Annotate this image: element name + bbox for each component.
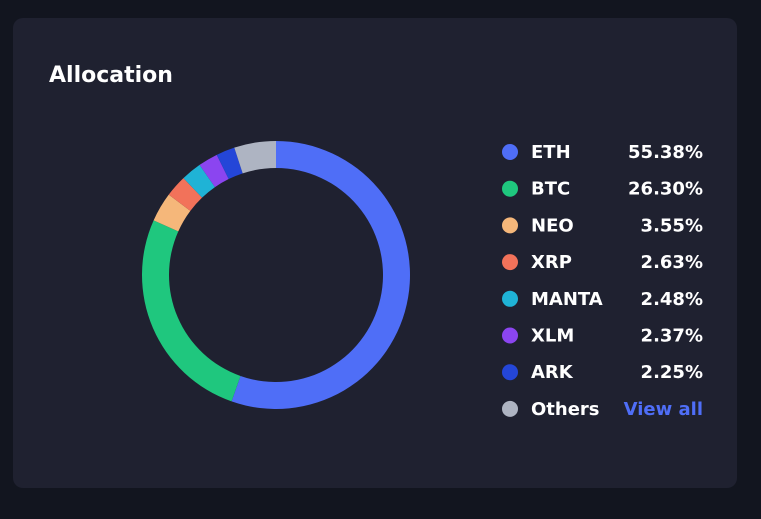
donut-segment	[168, 178, 203, 211]
legend-dot	[502, 144, 518, 160]
legend-label: XLM	[531, 326, 574, 347]
legend-value: 2.25%	[641, 362, 703, 383]
legend-label: ETH	[531, 142, 571, 163]
legend-dot	[502, 400, 518, 417]
legend-dot	[502, 290, 518, 307]
legend-value: 2.63%	[641, 252, 703, 273]
legend-label: XRP	[531, 252, 572, 273]
legend-value: 26.30%	[628, 179, 703, 200]
donut-segment	[234, 141, 276, 174]
legend-value: 3.55%	[641, 215, 703, 236]
legend-label: ARK	[531, 362, 574, 383]
legend-dot	[502, 327, 518, 344]
legend-label: MANTA	[531, 289, 603, 310]
view-all-link[interactable]: View all	[624, 399, 703, 420]
donut-segment	[153, 194, 191, 232]
legend-value: 2.48%	[641, 289, 703, 310]
legend-label: Others	[531, 399, 600, 420]
legend-label: BTC	[531, 179, 570, 200]
donut-segment	[216, 147, 243, 180]
legend-dot	[502, 217, 518, 234]
card-title: Allocation	[49, 63, 173, 88]
donut-segment	[231, 141, 410, 410]
donut-segment	[183, 164, 215, 198]
legend-dot	[502, 180, 518, 197]
legend-dot	[502, 364, 518, 381]
legend-value: 2.37%	[641, 326, 703, 347]
legend-dot	[502, 254, 518, 271]
legend-label: NEO	[531, 215, 574, 236]
legend-value: 55.38%	[628, 142, 703, 163]
donut-segment	[142, 220, 241, 402]
donut-segment	[199, 154, 229, 188]
